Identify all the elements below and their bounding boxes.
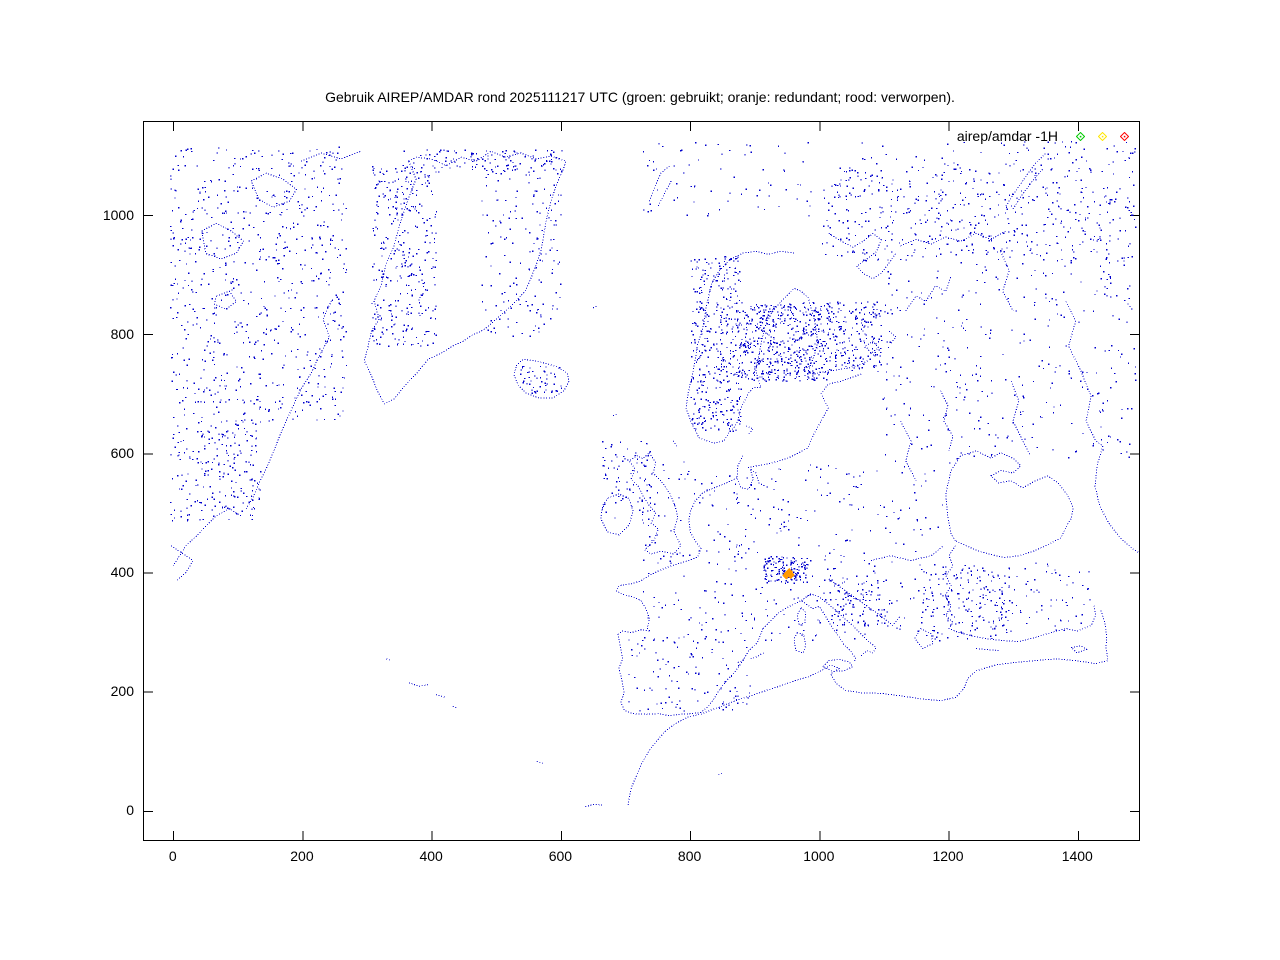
y-tick-label: 200 — [110, 683, 134, 700]
y-tick-label: 0 — [126, 802, 134, 819]
legend: airep/amdar -1H — [957, 128, 1129, 144]
x-tick-label: 1200 — [932, 848, 964, 864]
map-canvas — [144, 122, 1139, 840]
y-tick-label: 1000 — [102, 206, 134, 223]
y-tick-label: 400 — [110, 564, 134, 581]
legend-series-label: airep/amdar -1H — [956, 128, 1058, 144]
y-tick-label: 600 — [110, 444, 134, 461]
x-tick-label: 1000 — [803, 848, 835, 864]
obs-point-redundant — [786, 570, 795, 579]
x-tick-label: 600 — [548, 848, 573, 864]
x-tick-label: 0 — [168, 848, 177, 864]
chart-title: Gebruik AIREP/AMDAR rond 2025111217 UTC … — [325, 89, 955, 105]
legend-marker-redundant-icon — [1098, 131, 1107, 141]
x-tick-label: 200 — [290, 848, 314, 864]
legend-marker-rejected-icon — [1120, 131, 1129, 141]
x-tick-label: 800 — [677, 848, 702, 864]
plot-area — [143, 121, 1140, 841]
y-tick-label: 800 — [110, 325, 134, 342]
x-tick-label: 1400 — [1061, 848, 1093, 864]
legend-marker-used-icon — [1076, 131, 1085, 141]
x-tick-label: 400 — [419, 848, 443, 864]
